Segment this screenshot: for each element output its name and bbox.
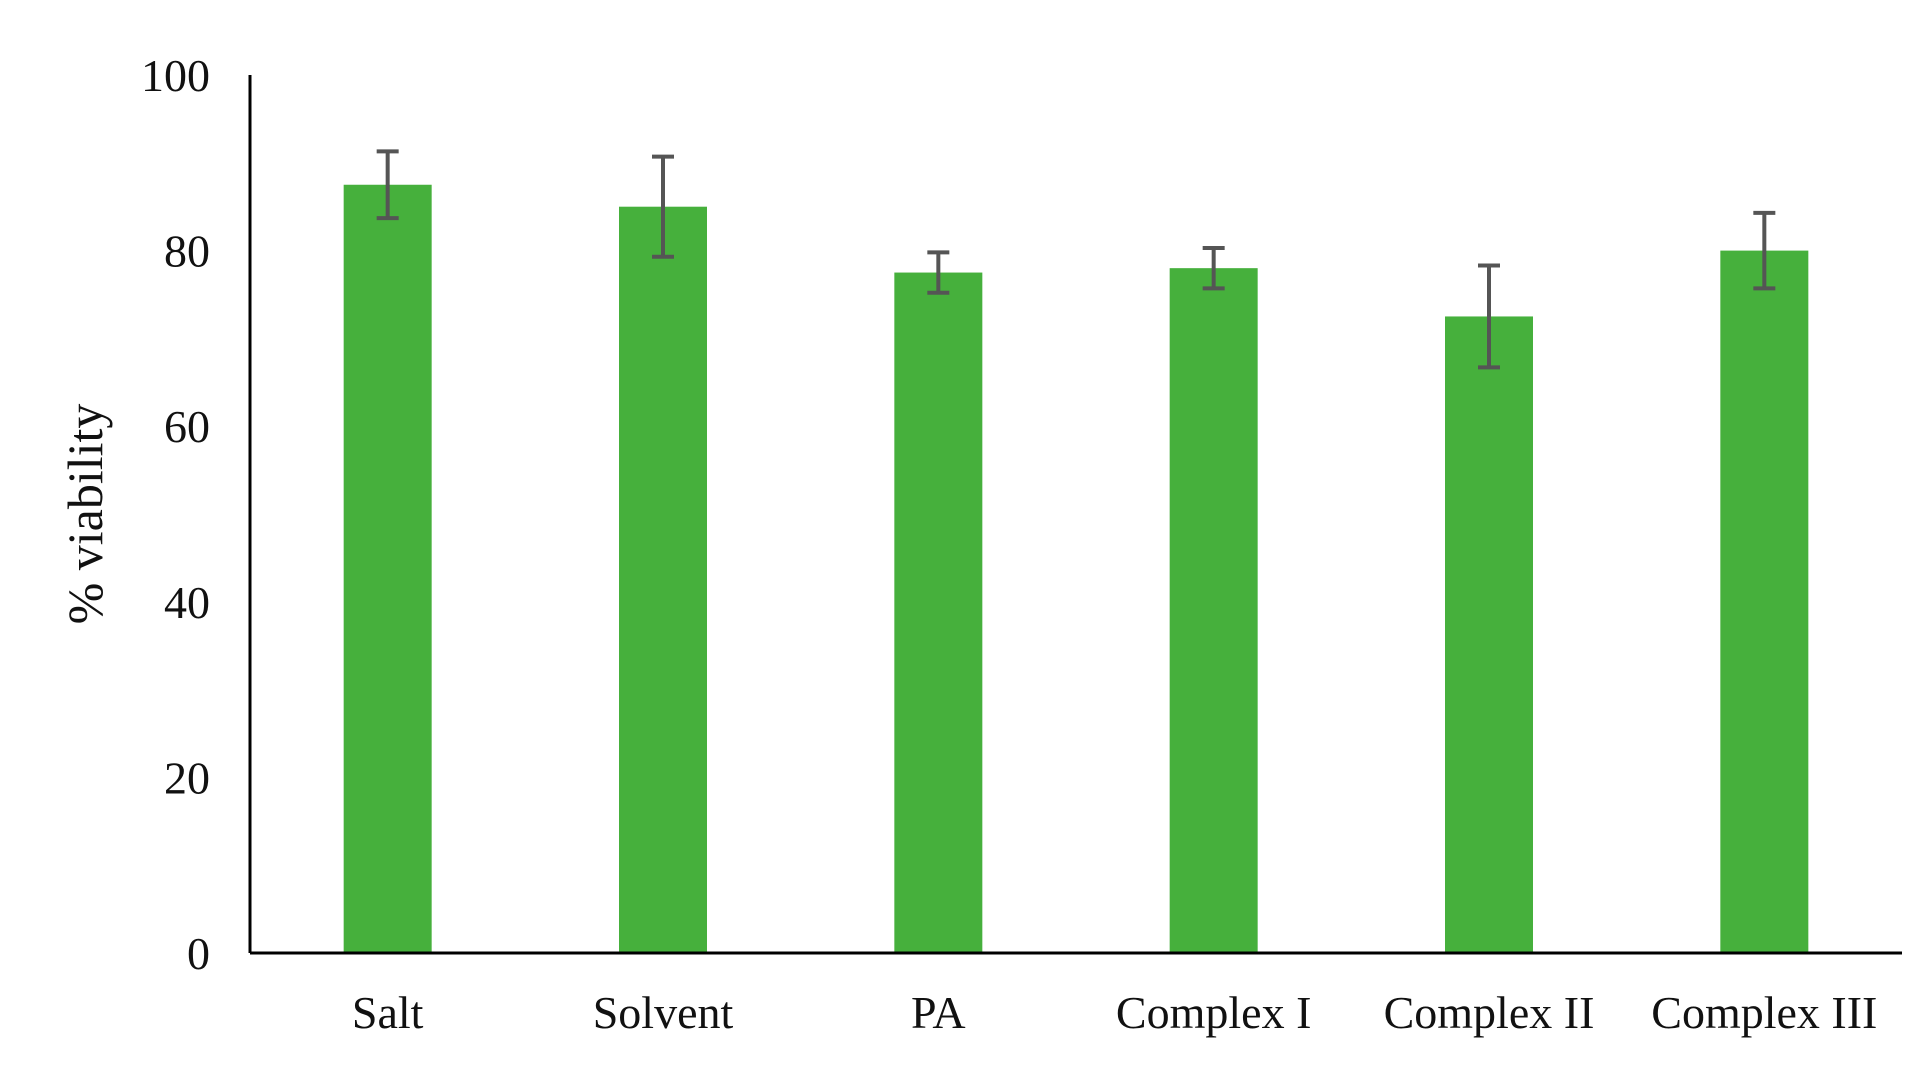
bar-pa [894, 272, 983, 953]
error-bar-pa [927, 250, 950, 295]
x-tick-label: Salt [352, 987, 424, 1038]
axes-layer [248, 75, 1902, 955]
x-tick-label: Complex II [1384, 987, 1595, 1038]
y-tick-labels: 0 20 40 60 80 100 [141, 50, 210, 979]
error-bar-complex-i [1202, 245, 1225, 291]
bar-salt [343, 184, 432, 953]
x-tick-label: Complex I [1116, 987, 1311, 1038]
y-tick-label: 40 [164, 577, 210, 628]
error-bar-complex-ii [1478, 263, 1500, 370]
y-tick-label: 80 [164, 226, 210, 277]
x-tick-label: Solvent [593, 987, 734, 1038]
bar-complex-iii [1720, 250, 1809, 954]
error-bars-layer [376, 149, 1776, 370]
bars-layer [343, 184, 1809, 954]
x-tick-labels: Salt Solvent PA Complex I Complex II Complex … [352, 987, 1878, 1038]
error-bar-salt [376, 149, 399, 221]
y-tick-label: 100 [141, 50, 210, 101]
x-tick-label: Complex III [1651, 987, 1877, 1038]
bar-complex-i [1169, 268, 1258, 953]
y-axis-title: % viability [57, 404, 113, 625]
x-tick-label: PA [911, 987, 966, 1038]
error-bar-solvent [652, 154, 674, 259]
y-tick-label: 60 [164, 401, 210, 452]
y-tick-label: 0 [187, 928, 210, 979]
error-bar-complex-iii [1753, 210, 1776, 291]
bar-solvent [619, 206, 707, 953]
bar-complex-ii [1445, 316, 1533, 953]
y-tick-label: 20 [164, 752, 210, 803]
